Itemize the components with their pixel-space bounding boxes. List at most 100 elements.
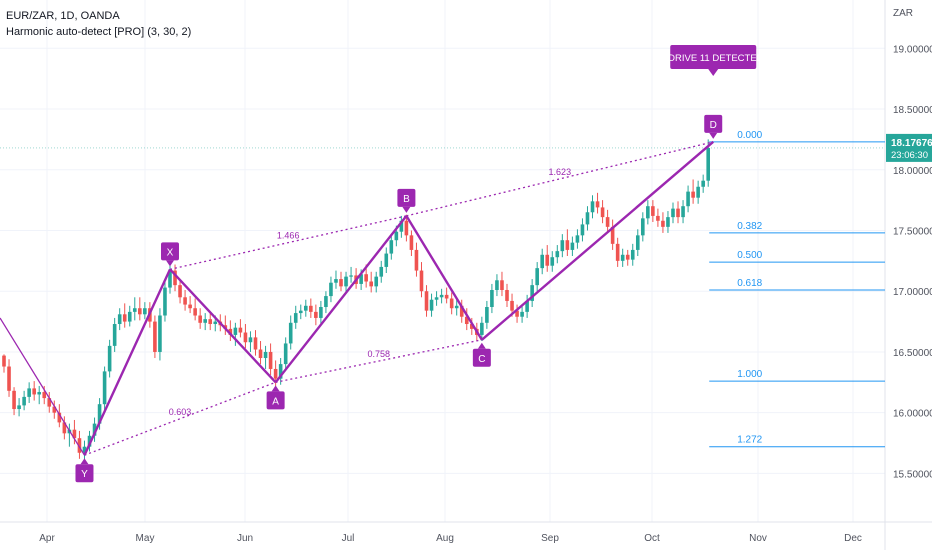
candle-body: [198, 315, 202, 323]
fib-level-label: 0.000: [737, 130, 762, 141]
point-marker-pointer: [709, 132, 718, 139]
candle-body: [565, 240, 570, 250]
candle-body: [243, 332, 248, 343]
pattern-point-x: X: [160, 242, 179, 267]
candle-body: [329, 282, 333, 297]
candle-body: [344, 276, 348, 287]
candle-body: [32, 388, 36, 395]
price-tag-box: [886, 133, 932, 162]
candle-body: [102, 371, 107, 405]
candle-body: [469, 324, 474, 329]
badge-pointer: [708, 69, 719, 76]
ratio-label: 0.758: [367, 349, 390, 359]
candle-body: [615, 243, 620, 261]
candle-body: [414, 249, 419, 271]
pattern-leg: [405, 215, 483, 341]
candle-body: [575, 235, 580, 243]
candle-body: [359, 274, 363, 284]
fib-level-label: 1.000: [737, 369, 762, 380]
pattern-point-y: Y: [75, 458, 94, 483]
point-marker-label: A: [272, 396, 279, 407]
pattern-point-d: D: [704, 114, 723, 139]
candle-body: [112, 324, 117, 346]
candle-body: [646, 206, 650, 219]
candle-body: [339, 279, 343, 287]
candle-body: [37, 392, 42, 395]
price-tick-label: 19.00000: [893, 44, 932, 55]
candle-body: [52, 406, 57, 413]
point-marker-label: X: [167, 247, 174, 258]
month-tick-label: Aug: [436, 533, 454, 544]
point-marker-box: [75, 464, 94, 483]
candle-body: [369, 281, 373, 287]
candle-body: [651, 206, 655, 216]
candle-body: [424, 291, 429, 311]
price-tick-label: 18.50000: [893, 105, 932, 116]
candle-body: [585, 212, 590, 225]
point-marker-pointer: [402, 206, 411, 213]
candle-body: [12, 390, 16, 410]
candle-body: [107, 345, 112, 372]
candle-body: [560, 240, 565, 252]
candle-body: [298, 310, 303, 314]
fib-level-label: 0.500: [737, 250, 762, 261]
candle-body: [706, 147, 710, 181]
candle-body: [168, 270, 172, 288]
candle-body: [178, 285, 182, 298]
price-tick-label: 16.50000: [893, 348, 932, 359]
candle-body: [485, 307, 489, 323]
candle-body: [449, 298, 454, 309]
candle-body: [97, 404, 102, 424]
month-tick-label: Dec: [844, 533, 862, 544]
candle-body: [138, 308, 142, 315]
pattern-point-c: C: [472, 342, 491, 367]
candle-body: [495, 280, 499, 291]
candle-body: [82, 446, 87, 453]
candle-body: [661, 220, 665, 227]
candle-body: [409, 235, 414, 250]
ratio-label: 1.623: [549, 167, 572, 177]
point-marker-box: [472, 348, 491, 367]
candle-body: [158, 315, 162, 352]
axis-currency-label: ZAR: [893, 8, 913, 19]
candle-body: [434, 297, 439, 300]
point-marker-pointer: [271, 385, 280, 392]
candle-body: [399, 220, 404, 232]
candle-body: [439, 294, 444, 298]
fib-level-label: 0.382: [737, 221, 762, 232]
candle-body: [208, 319, 213, 325]
candle-body: [42, 392, 47, 399]
candle-body: [278, 364, 283, 379]
ratio-label: 1.466: [277, 231, 300, 241]
candle-body: [525, 300, 529, 312]
candle-body: [17, 405, 21, 410]
pattern-leg: [83, 268, 172, 456]
point-marker-pointer: [165, 260, 174, 267]
month-tick-label: May: [136, 533, 155, 544]
candle-body: [173, 270, 177, 286]
candle-body: [610, 226, 615, 244]
candle-body: [258, 349, 263, 359]
ratio-line: [84, 381, 276, 456]
point-marker-box: [266, 391, 285, 410]
candle-body: [2, 355, 6, 367]
candle-body: [319, 307, 323, 318]
candle-body: [77, 438, 82, 453]
pattern-leg: [274, 215, 408, 384]
candle-body: [666, 217, 670, 227]
candle-body: [153, 321, 157, 352]
candle-body: [228, 328, 233, 335]
candle-body: [57, 412, 62, 423]
price-tick-label: 17.00000: [893, 287, 932, 298]
candle-body: [309, 305, 313, 312]
candle-body: [213, 321, 218, 325]
candle-body: [248, 337, 253, 343]
month-tick-label: Oct: [644, 533, 660, 544]
candle-body: [520, 311, 524, 317]
candle-body: [389, 240, 394, 254]
candle-body: [122, 314, 127, 322]
lead-in-leg: [0, 317, 86, 456]
candle-body: [394, 231, 399, 241]
